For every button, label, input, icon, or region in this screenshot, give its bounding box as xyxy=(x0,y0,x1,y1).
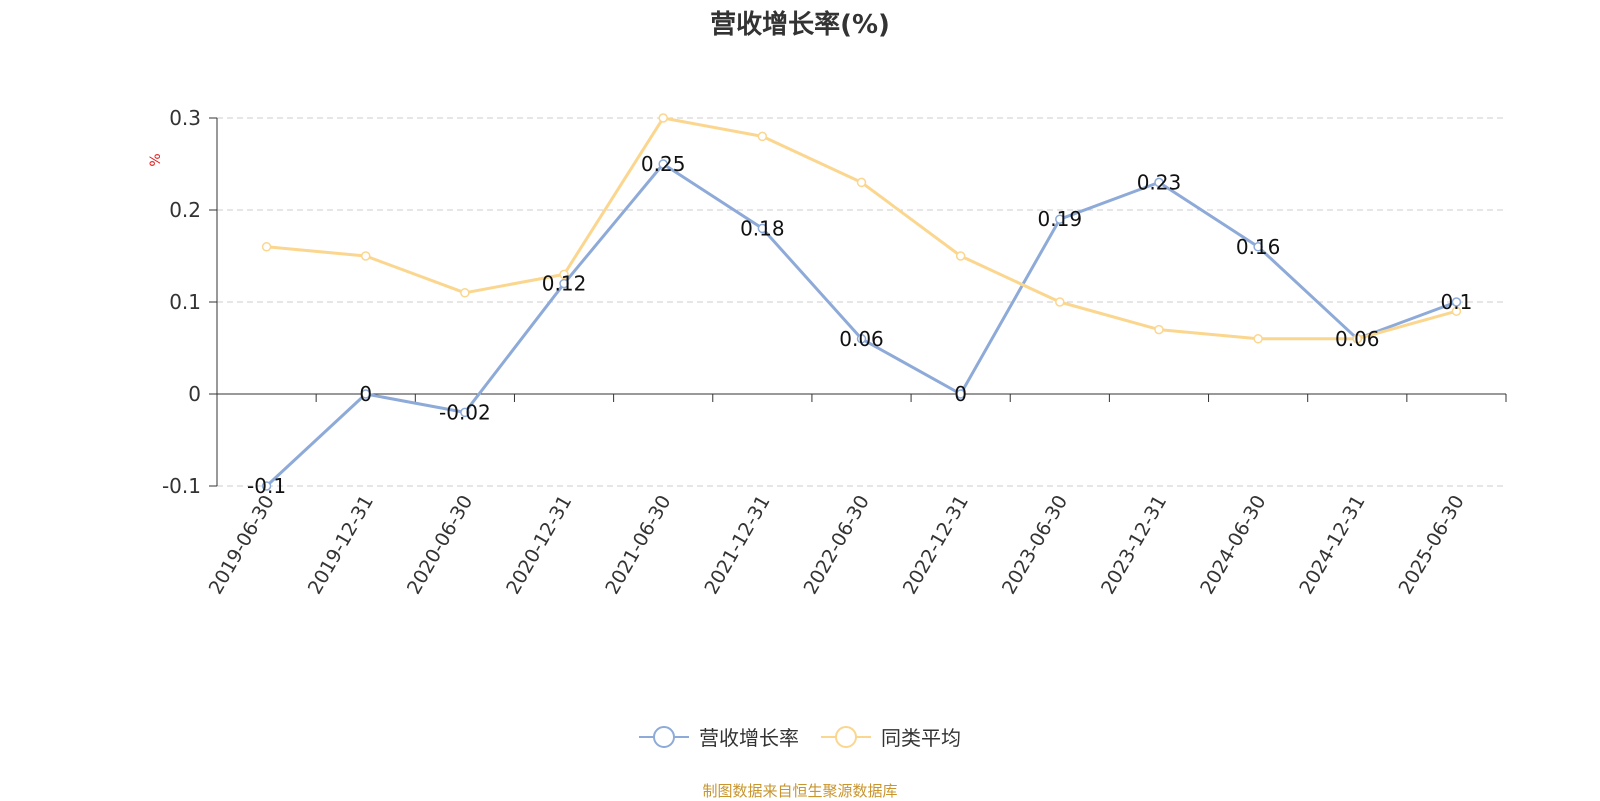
legend-item-peer-average[interactable]: 同类平均 xyxy=(821,722,961,751)
data-label: 0.16 xyxy=(1236,235,1281,259)
x-tick-label: 2022-12-31 xyxy=(899,492,973,599)
data-point-peer-average xyxy=(658,113,668,123)
data-label: 0 xyxy=(359,382,372,406)
data-point-revenue-growth xyxy=(658,159,668,169)
x-tick-label: 2023-12-31 xyxy=(1097,492,1171,599)
data-point-peer-average xyxy=(559,269,569,280)
y-tick-label: 0.1 xyxy=(169,290,201,314)
data-point-revenue-growth xyxy=(1055,214,1065,224)
chart-title: 营收增长率(%) xyxy=(710,10,890,40)
data-point-revenue-growth xyxy=(559,278,569,289)
data-point-revenue-growth xyxy=(1253,242,1263,252)
data-point-revenue-growth xyxy=(856,334,867,344)
x-tick-label: 2021-06-30 xyxy=(601,492,675,599)
series-line-peer-average xyxy=(266,116,1457,341)
data-point-revenue-growth xyxy=(955,389,966,399)
data-point-peer-average xyxy=(757,131,768,142)
legend-label-revenue-growth: 营收增长率 xyxy=(699,726,799,750)
y-tick-label: 0.2 xyxy=(169,198,201,222)
data-point-revenue-growth xyxy=(757,223,768,234)
data-point-revenue-growth xyxy=(261,481,272,491)
data-label: 0.1 xyxy=(1441,290,1473,314)
legend-swatch-revenue-growth-icon xyxy=(639,725,689,748)
data-point-peer-average xyxy=(1352,334,1363,344)
data-label: 0.25 xyxy=(641,152,686,176)
x-tick-label: 2019-12-31 xyxy=(304,492,378,599)
data-point-revenue-growth xyxy=(460,407,470,418)
data-point-peer-average xyxy=(1055,297,1065,307)
x-tick-label: 2021-12-31 xyxy=(700,492,774,599)
x-tick-label: 2020-06-30 xyxy=(403,492,477,599)
x-tick-label: 2023-06-30 xyxy=(998,492,1072,599)
y-tick-label: 0 xyxy=(188,382,201,406)
x-tick-label: 2020-12-31 xyxy=(502,492,576,599)
data-label: 0.19 xyxy=(1038,207,1083,231)
data-label: -0.02 xyxy=(439,400,491,424)
chart-legend: 营收增长率 同类平均 xyxy=(0,722,1600,751)
y-tick-label: -0.1 xyxy=(162,474,201,498)
x-tick-label: 2024-12-31 xyxy=(1295,492,1369,599)
x-tick-label: 2022-06-30 xyxy=(800,492,874,599)
data-point-revenue-growth xyxy=(360,389,371,399)
data-label: 0.06 xyxy=(839,327,884,351)
y-tick-label: 0.3 xyxy=(169,106,201,130)
data-point-peer-average xyxy=(856,177,867,188)
data-label: 0.06 xyxy=(1335,327,1380,351)
legend-swatch-peer-average-icon xyxy=(821,725,871,748)
data-label: 0 xyxy=(954,382,967,406)
x-tick-label: 2025-06-30 xyxy=(1394,492,1468,599)
data-point-peer-average xyxy=(1154,324,1164,335)
x-tick-label: 2019-06-30 xyxy=(205,492,279,599)
data-point-peer-average xyxy=(261,242,272,252)
y-axis-label: % xyxy=(148,153,164,166)
data-label: 0.12 xyxy=(542,272,587,296)
data-point-peer-average xyxy=(1451,306,1462,316)
series-line-revenue-growth xyxy=(265,162,1457,488)
data-source-note: 制图数据来自恒生聚源数据库 xyxy=(702,782,898,800)
legend-label-peer-average: 同类平均 xyxy=(881,726,961,750)
data-label: 0.23 xyxy=(1137,170,1182,194)
data-point-peer-average xyxy=(360,251,371,261)
data-label: 0.18 xyxy=(740,216,785,240)
data-point-peer-average xyxy=(1253,334,1263,344)
data-point-revenue-growth xyxy=(1451,297,1462,307)
data-point-revenue-growth xyxy=(1154,177,1164,188)
legend-item-revenue-growth[interactable]: 营收增长率 xyxy=(639,722,799,751)
x-tick-label: 2024-06-30 xyxy=(1196,492,1270,599)
data-point-peer-average xyxy=(955,251,966,261)
data-label: -0.1 xyxy=(247,474,286,498)
data-point-peer-average xyxy=(460,288,470,298)
